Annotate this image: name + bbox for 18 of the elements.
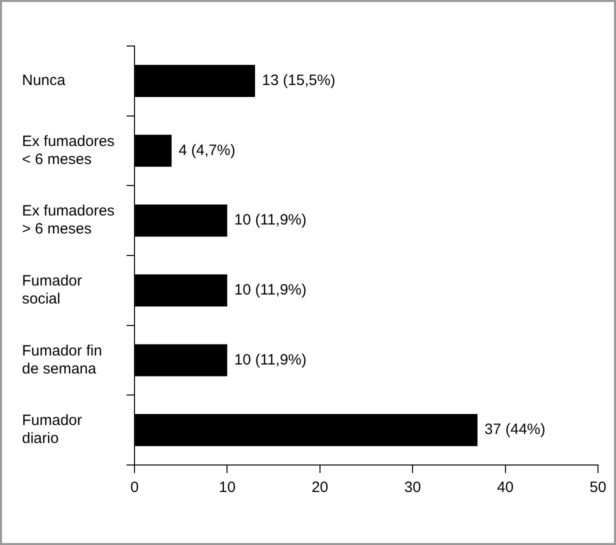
- data-label: 4 (4,7%): [178, 142, 236, 159]
- x-tick-label: 40: [496, 479, 514, 496]
- x-tick-label: 50: [590, 479, 606, 496]
- x-tick-label: 30: [404, 479, 421, 496]
- y-tick-label: Fumador social: [22, 272, 82, 308]
- data-label: 13 (15,5%): [262, 72, 336, 90]
- data-label: 37 (44%): [484, 421, 546, 438]
- x-tick-label: 20: [312, 479, 328, 496]
- y-tick-label: Fumador fin de semana: [22, 342, 102, 378]
- y-tick-label: Fumador diario: [22, 412, 82, 448]
- y-tick-label: Ex fumadores < 6 meses: [22, 132, 115, 168]
- data-label: 10 (11,9%): [234, 282, 306, 299]
- x-tick-label: 0: [130, 479, 139, 496]
- y-tick-label: Ex fumadores > 6 meses: [22, 202, 115, 238]
- x-tick-label: 10: [218, 479, 236, 496]
- data-label: 10 (11,9%): [234, 351, 306, 368]
- data-label: 10 (11,9%): [234, 212, 306, 229]
- y-tick-label: Nunca: [22, 72, 66, 90]
